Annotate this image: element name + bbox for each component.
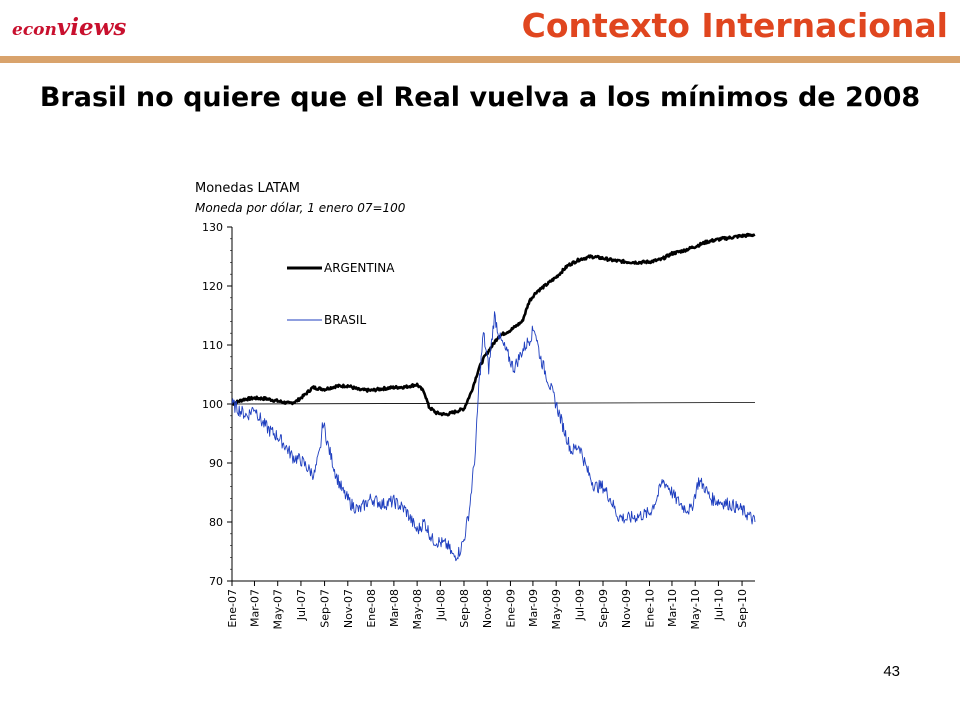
slide-title: Brasil no quiere que el Real vuelva a lo… <box>39 82 921 113</box>
econviews-logo: econviews <box>12 14 127 41</box>
x-tick-label: Ene-09 <box>504 589 517 628</box>
x-tick-label: Jul-07 <box>295 589 308 621</box>
series-line-brasil <box>231 311 756 562</box>
page-number: 43 <box>883 663 900 680</box>
x-tick-label: Mar-08 <box>388 589 401 627</box>
x-tick-label: Sep-10 <box>736 589 749 628</box>
x-tick-label: Sep-09 <box>597 589 610 628</box>
x-tick-label: Ene-07 <box>226 589 239 628</box>
series-line-argentina <box>231 232 756 417</box>
x-tick-label: May-09 <box>550 589 563 630</box>
x-tick-label: Sep-07 <box>319 589 332 628</box>
section-title: Contexto Internacional <box>521 6 948 45</box>
x-tick-label: Nov-07 <box>342 589 355 628</box>
x-tick-label: Sep-08 <box>458 589 471 628</box>
x-tick-label: Mar-10 <box>666 589 679 627</box>
chart-subtitle: Moneda por dólar, 1 enero 07=100 <box>195 201 406 215</box>
y-tick-label: 80 <box>209 516 223 529</box>
x-tick-label: May-08 <box>411 589 424 630</box>
y-tick-label: 110 <box>202 339 223 352</box>
x-tick-label: Jul-09 <box>573 589 586 621</box>
x-tick-label: Jul-10 <box>712 589 725 621</box>
y-tick-label: 100 <box>202 398 223 411</box>
x-tick-label: Nov-08 <box>481 589 494 628</box>
x-tick-label: Ene-08 <box>365 589 378 628</box>
x-tick-label: May-10 <box>689 589 702 630</box>
chart-title: Monedas LATAM <box>195 181 300 196</box>
legend-label-argentina: ARGENTINA <box>324 261 395 275</box>
legend-label-brasil: BRASIL <box>324 313 366 327</box>
x-tick-label: Mar-07 <box>248 589 261 627</box>
y-tick-label: 130 <box>202 221 223 234</box>
y-tick-label: 70 <box>209 575 223 588</box>
reference-line <box>231 402 756 405</box>
y-tick-label: 90 <box>209 457 223 470</box>
header-rule <box>0 56 960 63</box>
x-tick-label: Mar-09 <box>527 589 540 627</box>
y-tick-label: 120 <box>202 280 223 293</box>
x-tick-label: Jul-08 <box>434 589 447 621</box>
x-tick-label: Ene-10 <box>643 589 656 628</box>
x-tick-label: Nov-09 <box>620 589 633 628</box>
x-tick-label: May-07 <box>272 589 285 630</box>
